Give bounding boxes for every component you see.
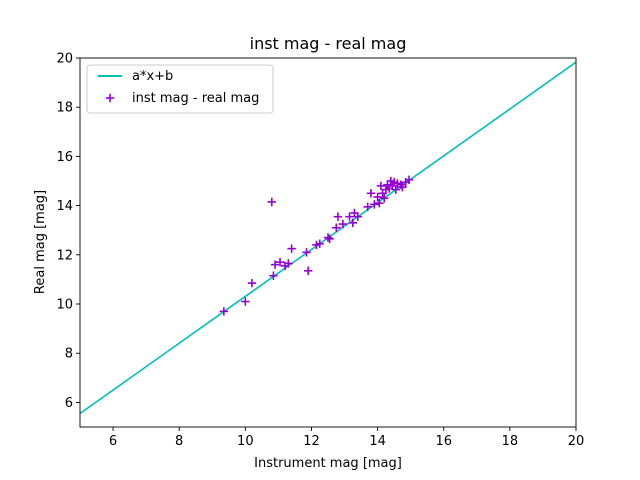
y-tick-label: 18 (56, 101, 73, 116)
data-point (287, 244, 296, 253)
y-tick-label: 14 (56, 199, 73, 214)
x-axis-label: Instrument mag [mag] (254, 456, 402, 471)
axes-frame (79, 57, 577, 428)
data-point (366, 189, 376, 198)
data-point (315, 239, 324, 248)
y-tick-label: 6 (65, 396, 73, 411)
data-point (375, 198, 384, 208)
data-point (391, 185, 400, 194)
legend-entry-scatter: inst mag - real mag (132, 91, 259, 106)
y-axis-label: Real mag [mag] (33, 190, 48, 294)
x-tick-label: 10 (237, 434, 254, 449)
data-point (270, 260, 280, 269)
legend-entry-fit: a*x+b (132, 69, 173, 84)
data-point (275, 257, 285, 267)
data-point (247, 278, 257, 288)
data-point (267, 197, 276, 207)
y-tick-label: 10 (56, 298, 73, 313)
y-tick-label: 12 (56, 248, 73, 263)
data-point (332, 223, 341, 232)
data-point (303, 266, 313, 275)
data-point (325, 234, 334, 244)
data-point (376, 181, 386, 191)
data-point (363, 202, 372, 212)
x-tick-label: 6 (109, 434, 117, 449)
data-point (338, 219, 348, 229)
x-tick-label: 20 (568, 434, 585, 449)
legend-marker-swatch (105, 93, 115, 103)
data-point (380, 194, 389, 203)
data-point (323, 233, 333, 242)
data-point (284, 259, 293, 268)
data-point (345, 212, 354, 221)
data-point (370, 200, 379, 209)
x-tick-label: 16 (435, 434, 452, 449)
legend-frame (86, 64, 274, 114)
data-point (241, 297, 250, 306)
data-point (269, 271, 278, 280)
data-point (302, 248, 311, 257)
x-tick-label: 14 (369, 434, 386, 449)
x-tick-label: 8 (175, 434, 183, 449)
plot-area: 6 8 10 12 14 16 18 20 6 8 10 12 14 16 18 20 (56, 52, 584, 450)
y-tick-label: 16 (56, 150, 73, 165)
data-point (398, 182, 407, 192)
data-point (333, 212, 343, 221)
data-point (404, 175, 414, 184)
y-tick-label: 20 (56, 52, 73, 67)
y-tick-label: 8 (65, 347, 73, 362)
data-point (373, 192, 382, 202)
data-point (348, 218, 357, 228)
data-point (219, 307, 229, 316)
data-point (353, 212, 362, 221)
legend: a*x+b inst mag - real mag (86, 64, 274, 114)
chart-title: inst mag - real mag (250, 34, 407, 53)
x-tick-label: 18 (502, 434, 519, 449)
x-tick-label: 12 (303, 434, 320, 449)
